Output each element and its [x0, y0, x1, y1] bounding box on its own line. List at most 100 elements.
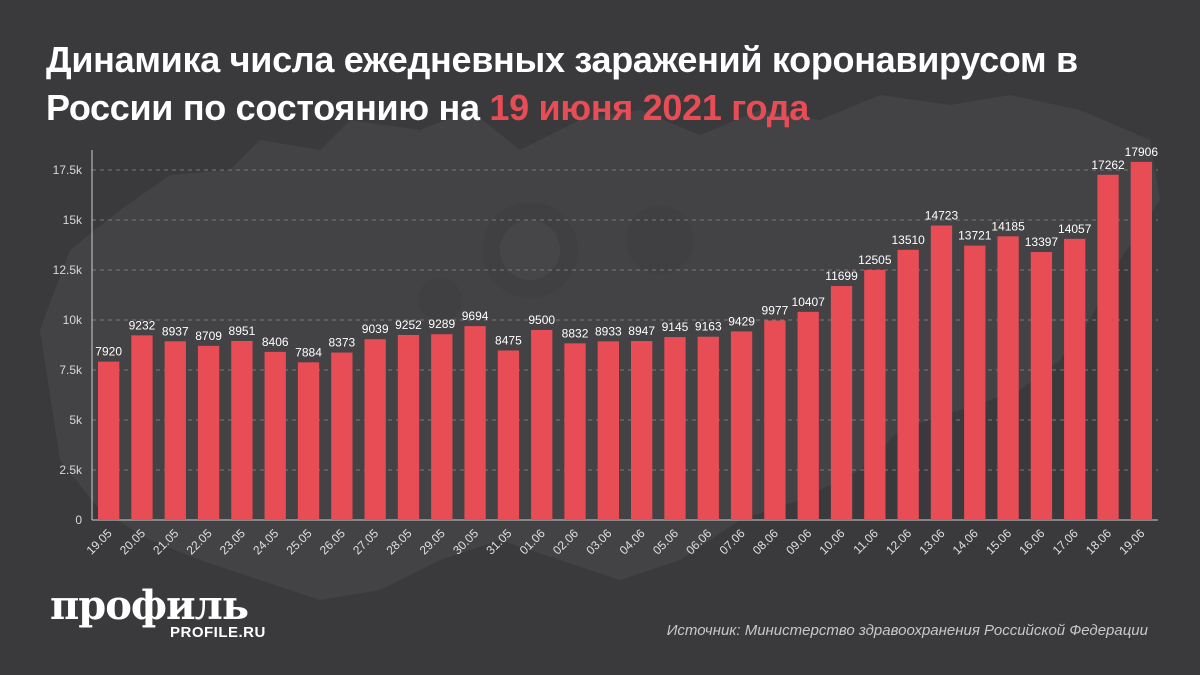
bar-value-label: 9232: [129, 318, 156, 332]
x-tick-label: 04.06: [617, 526, 648, 557]
x-tick-label: 03.06: [583, 526, 614, 557]
bar-value-label: 13721: [958, 229, 992, 243]
bar: [1097, 174, 1119, 520]
bar: [464, 326, 486, 520]
bar-value-label: 17906: [1125, 145, 1159, 159]
x-tick-label: 17.06: [1050, 526, 1081, 557]
title-date: 19 июня 2021 года: [489, 87, 809, 128]
bar: [231, 340, 253, 520]
bar-value-label: 9252: [395, 318, 422, 332]
x-tick-label: 24.05: [250, 526, 281, 557]
y-tick-label: 7.5k: [59, 363, 83, 377]
x-tick-label: 13.06: [916, 526, 947, 557]
x-tick-label: 22.05: [184, 526, 215, 557]
bar: [297, 362, 320, 520]
x-tick-label: 06.06: [683, 526, 714, 557]
bar: [964, 245, 986, 520]
bar: [630, 341, 653, 520]
bar-value-label: 8951: [229, 324, 256, 338]
bar-value-label: 13510: [891, 233, 925, 247]
y-tick-label: 15k: [63, 213, 83, 227]
profile-logo: профиль PROFILE.RU: [50, 582, 265, 642]
bar: [131, 335, 153, 520]
x-tick-label: 19.05: [84, 526, 115, 557]
bar: [531, 330, 553, 520]
source-note: Источник: Министерство здравоохранения Р…: [666, 622, 1148, 639]
x-tick-label: 31.05: [483, 526, 514, 557]
bar: [864, 269, 886, 520]
x-tick-label: 16.06: [1016, 526, 1047, 557]
x-tick-label: 30.05: [450, 526, 481, 557]
bar: [664, 337, 686, 520]
bar-value-label: 8947: [628, 324, 655, 338]
x-tick-label: 02.06: [550, 526, 581, 557]
x-tick-label: 21.05: [150, 526, 181, 557]
bar-value-label: 7884: [295, 345, 322, 359]
x-tick-label: 14.06: [950, 526, 981, 557]
bar: [97, 361, 120, 520]
y-tick-label: 12.5k: [53, 263, 83, 277]
bar-value-label: 17262: [1091, 158, 1125, 172]
bar: [331, 352, 353, 520]
bar-value-label: 13397: [1025, 235, 1059, 249]
bar: [1130, 161, 1153, 520]
x-tick-label: 28.05: [383, 526, 414, 557]
bar: [997, 236, 1019, 521]
x-tick-label: 27.05: [350, 526, 381, 557]
bar: [764, 320, 786, 520]
bar-value-label: 8937: [162, 324, 189, 338]
bar: [364, 339, 386, 520]
bar: [497, 350, 520, 520]
logo-text: профиль: [50, 582, 249, 629]
y-tick-label: 2.5k: [59, 463, 83, 477]
chart-title: Динамика числа ежедневных заражений коро…: [46, 36, 1166, 132]
bar: [597, 341, 620, 520]
bar: [1064, 238, 1086, 521]
x-tick-label: 18.06: [1083, 526, 1114, 557]
bar: [1030, 252, 1053, 520]
bar: [830, 286, 853, 520]
x-tick-label: 11.06: [850, 526, 881, 557]
x-tick-label: 07.06: [717, 526, 748, 557]
bar-value-label: 9289: [428, 317, 455, 331]
bar-value-label: 9039: [362, 322, 389, 336]
x-tick-label: 10.06: [817, 526, 848, 557]
bar-value-label: 11699: [825, 269, 858, 283]
x-tick-label: 25.05: [284, 526, 315, 557]
logo-site: PROFILE.RU: [170, 624, 266, 641]
x-tick-label: 26.05: [317, 526, 348, 557]
bar-value-label: 14057: [1058, 222, 1092, 236]
y-tick-label: 10k: [63, 313, 83, 327]
bar: [730, 331, 753, 520]
bar-value-label: 9145: [662, 320, 689, 334]
y-tick-label: 17.5k: [53, 163, 83, 177]
y-tick-label: 5k: [69, 413, 83, 427]
x-tick-label: 19.06: [1116, 526, 1147, 557]
bar-value-label: 14185: [991, 219, 1025, 233]
bar: [930, 225, 953, 521]
x-tick-label: 15.06: [983, 526, 1014, 557]
x-tick-label: 09.06: [783, 526, 814, 557]
y-tick-label: 0: [75, 513, 82, 527]
bar: [564, 343, 586, 520]
bar-value-label: 9977: [762, 303, 789, 317]
bar: [397, 334, 420, 520]
bar-value-label: 9694: [462, 309, 489, 323]
title-main: Динамика числа ежедневных заражений коро…: [46, 39, 1078, 128]
bar-value-label: 8475: [495, 334, 522, 348]
bar-value-label: 8406: [262, 335, 289, 349]
bar-value-label: 9500: [528, 313, 555, 327]
x-tick-label: 01.06: [517, 526, 548, 557]
bar-value-label: 14723: [925, 209, 959, 223]
bar-value-label: 8933: [595, 324, 622, 338]
x-tick-label: 23.05: [217, 526, 248, 557]
bar-value-label: 8709: [195, 329, 222, 343]
x-tick-label: 12.06: [883, 526, 914, 557]
bar: [164, 341, 186, 520]
bar-value-label: 8832: [562, 326, 589, 340]
bar-value-label: 7920: [95, 345, 122, 359]
x-tick-label: 05.06: [650, 526, 681, 557]
x-tick-label: 20.05: [117, 526, 148, 557]
bar: [197, 345, 220, 520]
